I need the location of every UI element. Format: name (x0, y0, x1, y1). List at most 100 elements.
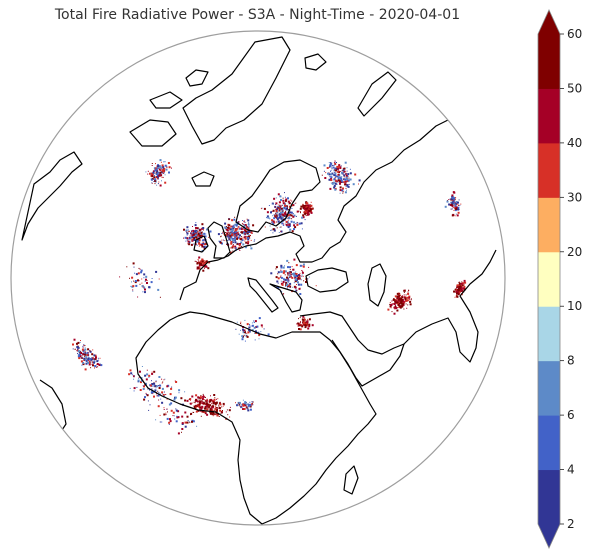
fire-pixel (96, 363, 99, 365)
colorbar-segments (537, 9, 561, 549)
fire-pixel (156, 167, 159, 169)
fire-pixel (286, 259, 289, 262)
fire-pixel (296, 210, 299, 213)
fire-pixel (398, 298, 401, 301)
fire-pixel (184, 399, 187, 402)
fire-pixel (226, 229, 229, 231)
fire-pixel (143, 385, 145, 388)
fire-pixel (451, 198, 454, 201)
fire-pixel (308, 209, 311, 212)
fire-pixel (234, 226, 235, 228)
fire-pixel (392, 303, 394, 305)
fire-pixel (330, 170, 332, 172)
fire-pixel (134, 272, 136, 274)
fire-pixel (258, 334, 260, 336)
fire-pixel (234, 236, 237, 239)
fire-pixel (159, 171, 162, 174)
fire-pixel (276, 208, 278, 211)
fire-pixel (287, 279, 289, 281)
fire-pixel (96, 360, 99, 363)
fire-pixel (154, 385, 157, 387)
fire-pixel (211, 413, 214, 416)
fire-pixel (236, 235, 238, 237)
fire-pixel (205, 405, 208, 408)
fire-pixel (306, 213, 309, 216)
fire-pixel (242, 220, 244, 221)
fire-pixel (200, 231, 203, 234)
fire-pixel (302, 204, 305, 207)
fire-pixel (216, 410, 218, 412)
colorbar-segment (538, 306, 560, 362)
fire-pixel (200, 264, 203, 267)
fire-pixel (181, 431, 182, 433)
fire-pixel (194, 234, 197, 237)
coastline-balkans (269, 283, 303, 313)
fire-pixel (256, 325, 259, 328)
fire-pixel (176, 416, 179, 419)
fire-pixel (226, 233, 229, 236)
fire-pixel (198, 266, 200, 268)
fire-pixel (287, 278, 289, 280)
fire-pixel (236, 237, 239, 240)
fire-pixel (454, 215, 456, 217)
fire-pixel (157, 288, 160, 291)
fire-pixel (305, 207, 307, 209)
fire-pixel (287, 208, 288, 210)
fire-pixel (333, 184, 336, 187)
fire-pixel (289, 276, 291, 278)
fire-pixel (162, 176, 164, 178)
coastline-svalbard (304, 53, 327, 71)
fire-pixel (94, 357, 97, 360)
fire-pixel (80, 340, 81, 341)
fire-pixel (191, 239, 194, 242)
fire-pixel (205, 242, 208, 245)
fire-pixel (249, 323, 250, 325)
fire-pixel (248, 404, 250, 406)
fire-pixel (282, 199, 285, 202)
fire-pixel (330, 171, 331, 173)
fire-pixel (174, 396, 177, 399)
fire-pixel (234, 241, 237, 244)
fire-pixel (280, 207, 283, 210)
fire-pixel (155, 393, 157, 395)
fire-pixel (228, 238, 230, 240)
fire-pixel (82, 347, 84, 349)
colorbar-extend-over (538, 10, 560, 34)
fire-pixel (161, 168, 162, 170)
fire-pixel (240, 406, 242, 408)
fire-pixel (403, 291, 405, 293)
fire-pixel (151, 383, 154, 385)
fire-pixel (237, 234, 239, 236)
fire-pixel (333, 178, 336, 181)
fire-pixel (171, 386, 173, 388)
fire-pixel (147, 170, 149, 172)
fire-pixel (232, 244, 234, 246)
fire-pixel (272, 215, 274, 217)
fire-pixel (291, 208, 293, 209)
fire-pixel (89, 350, 91, 352)
fire-pixel (399, 297, 402, 300)
fire-pixel (163, 391, 165, 393)
fire-pixel (202, 264, 204, 266)
globe-border (10, 30, 506, 526)
fire-pixel (300, 324, 302, 326)
fire-pixel (225, 234, 228, 237)
fire-pixel (280, 280, 282, 282)
fire-pixel (158, 392, 160, 394)
fire-pixel (157, 177, 159, 180)
fire-pixel (277, 277, 280, 280)
fire-pixel (342, 181, 344, 183)
fire-pixel (150, 391, 153, 394)
fire-pixel (301, 265, 303, 267)
fire-pixel (234, 223, 237, 226)
fire-pixel (337, 170, 340, 173)
fire-pixel (227, 240, 229, 241)
fire-pixel (129, 369, 132, 372)
fire-pixel (297, 324, 299, 326)
fire-pixel (198, 242, 201, 245)
fire-pixel (273, 229, 276, 232)
fire-pixel (95, 356, 97, 359)
fire-pixel (147, 173, 149, 175)
fire-pixel (154, 172, 156, 174)
fire-pixel (231, 246, 234, 249)
